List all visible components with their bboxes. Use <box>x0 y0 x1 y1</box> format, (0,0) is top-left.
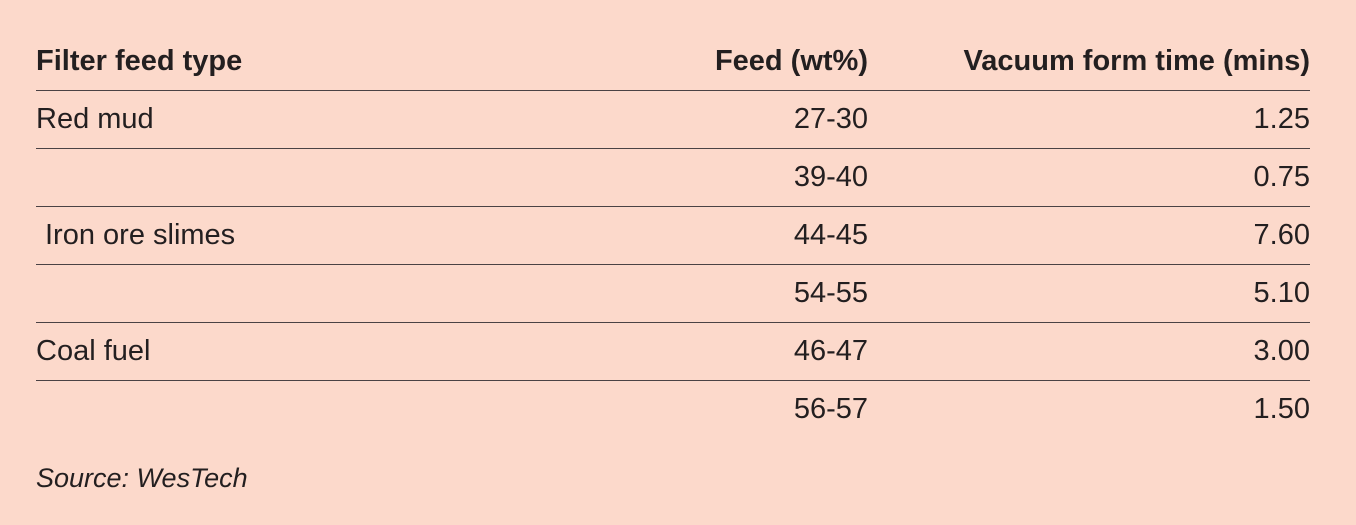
cell-feed: 56-57 <box>793 393 868 425</box>
cell-filter-feed-type: Coal fuel <box>36 322 556 381</box>
table-row: Iron ore slimes 44-45 7.60 <box>36 206 1310 265</box>
cell-filter-feed-type: Red mud <box>36 90 556 149</box>
table-header-row: Filter feed type Feed (wt%) Vacuum form … <box>36 32 1310 91</box>
table-row: 56-57 1.50 <box>36 381 1310 439</box>
cell-vacuum-form-time: 7.60 <box>868 206 1310 265</box>
table-row: 39-40 0.75 <box>36 148 1310 207</box>
column-header-vacuum-form-time: Vacuum form time (mins) <box>868 32 1310 91</box>
cell-vacuum-form-time: 1.25 <box>868 90 1310 149</box>
cell-filter-feed-type: Iron ore slimes <box>36 206 556 265</box>
source-note: Source: WesTech <box>36 463 248 493</box>
cell-vacuum-form-time: 5.10 <box>868 264 1310 323</box>
data-table-container: Filter feed type Feed (wt%) Vacuum form … <box>36 32 1310 438</box>
table-row: 54-55 5.10 <box>36 264 1310 323</box>
cell-feed: 44-45 <box>556 206 868 265</box>
cell-filter-feed-type <box>36 264 556 323</box>
cell-feed: 39-40 <box>556 148 868 207</box>
data-table: Filter feed type Feed (wt%) Vacuum form … <box>36 32 1310 438</box>
table-row: Coal fuel 46-47 3.00 <box>36 322 1310 381</box>
column-header-feed: Feed (wt%) <box>556 32 868 91</box>
table-row: Red mud 27-30 1.25 <box>36 90 1310 149</box>
cell-feed: 27-30 <box>556 90 868 149</box>
cell-filter-feed-type <box>36 381 556 439</box>
column-header-filter-feed-type: Filter feed type <box>36 32 556 91</box>
cell-feed: 54-55 <box>556 264 868 323</box>
cell-vacuum-form-time: 1.50 <box>1253 393 1310 425</box>
cell-filter-feed-type <box>36 148 556 207</box>
cell-vacuum-form-time: 3.00 <box>868 322 1310 381</box>
cell-vacuum-form-time: 0.75 <box>868 148 1310 207</box>
cell-feed: 46-47 <box>556 322 868 381</box>
